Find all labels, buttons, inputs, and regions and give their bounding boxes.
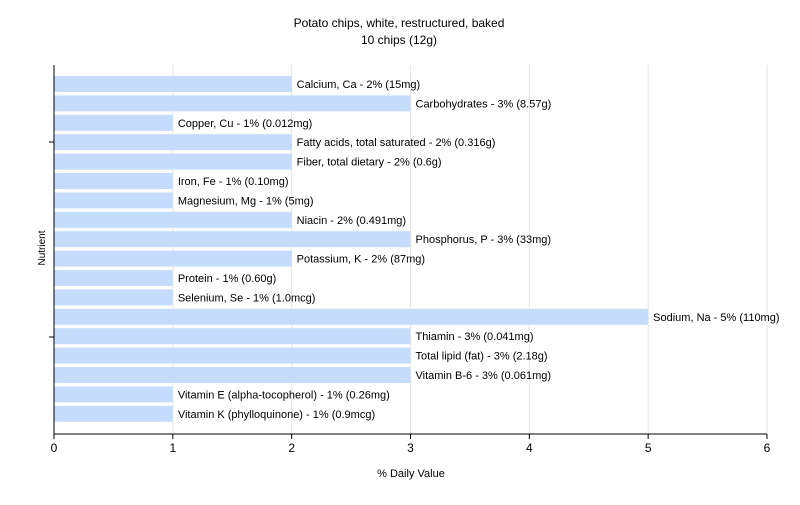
bar bbox=[54, 95, 411, 112]
data-labels: Calcium, Ca - 2% (15mg) Carbohydrates - 3… bbox=[178, 79, 780, 421]
x-tick-label: 6 bbox=[764, 441, 771, 455]
bar bbox=[54, 405, 173, 422]
x-tick-label: 5 bbox=[645, 441, 652, 455]
bar-data-label: Carbohydrates - 3% (8.57g) bbox=[416, 98, 552, 110]
bar-data-label: Thiamin - 3% (0.041mg) bbox=[416, 331, 534, 343]
x-tick-label: 3 bbox=[407, 441, 414, 455]
bar-data-label: Fiber, total dietary - 2% (0.6g) bbox=[297, 157, 442, 169]
x-tick-label: 1 bbox=[169, 441, 176, 455]
bar bbox=[54, 347, 411, 364]
x-tick-label: 0 bbox=[51, 441, 58, 455]
x-tick-label: 2 bbox=[288, 441, 295, 455]
bar-data-label: Calcium, Ca - 2% (15mg) bbox=[297, 79, 420, 91]
bar-data-label: Iron, Fe - 1% (0.10mg) bbox=[178, 176, 289, 188]
bar bbox=[54, 308, 649, 325]
bar-data-label: Total lipid (fat) - 3% (2.18g) bbox=[416, 351, 548, 363]
bar bbox=[54, 153, 292, 170]
bar-data-label: Copper, Cu - 1% (0.012mg) bbox=[178, 118, 313, 130]
bar-data-label: Vitamin B-6 - 3% (0.061mg) bbox=[416, 370, 552, 382]
bar bbox=[54, 328, 411, 345]
chart-title: Potato chips, white, restructured, baked bbox=[294, 16, 505, 30]
bar bbox=[54, 250, 292, 267]
axes: 0 1 2 3 4 5 6 bbox=[49, 65, 771, 455]
x-axis-title: % Daily Value bbox=[377, 468, 445, 480]
chart-subtitle: 10 chips (12g) bbox=[361, 33, 437, 47]
bar-data-label: Sodium, Na - 5% (110mg) bbox=[653, 312, 779, 324]
y-axis-title: Nutrient bbox=[37, 230, 48, 265]
bars bbox=[54, 76, 649, 422]
bar bbox=[54, 367, 411, 383]
bar bbox=[54, 270, 173, 286]
bar bbox=[54, 192, 173, 209]
bar-data-label: Phosphorus, P - 3% (33mg) bbox=[416, 234, 552, 246]
bar bbox=[54, 231, 411, 248]
bar-data-label: Vitamin K (phylloquinone) - 1% (0.9mcg) bbox=[178, 409, 375, 421]
bar bbox=[54, 114, 173, 131]
bar-data-label: Vitamin E (alpha-tocopherol) - 1% (0.26m… bbox=[178, 389, 390, 401]
bar bbox=[54, 386, 173, 403]
bar bbox=[54, 211, 292, 228]
bar-data-label: Niacin - 2% (0.491mg) bbox=[297, 215, 406, 227]
bar-data-label: Potassium, K - 2% (87mg) bbox=[297, 254, 425, 266]
bar-data-label: Selenium, Se - 1% (1.0mcg) bbox=[178, 292, 316, 304]
bar bbox=[54, 134, 292, 151]
bar-data-label: Magnesium, Mg - 1% (5mg) bbox=[178, 195, 314, 207]
bar bbox=[54, 173, 173, 189]
bar bbox=[54, 289, 173, 306]
bar bbox=[54, 76, 292, 92]
x-tick-label: 4 bbox=[526, 441, 533, 455]
bar-data-label: Fatty acids, total saturated - 2% (0.316… bbox=[297, 137, 496, 149]
bar-data-label: Protein - 1% (0.60g) bbox=[178, 273, 276, 285]
